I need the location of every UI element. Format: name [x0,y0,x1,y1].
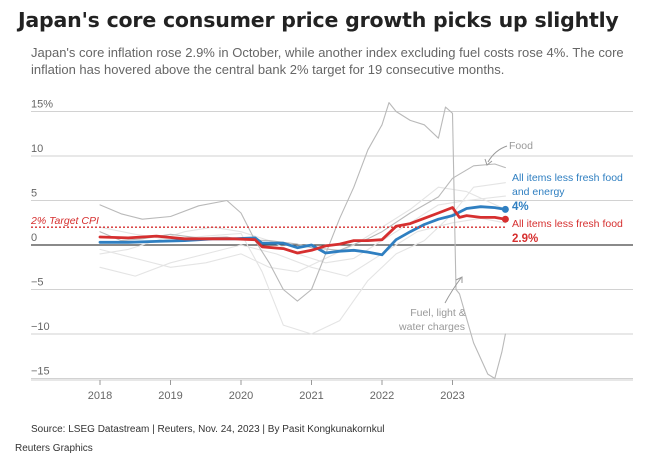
series-line [99,217,506,277]
y-tick-label: −5 [31,277,44,289]
core-ex-energy-label: and energy [512,186,565,198]
fuel-arrow [444,277,462,304]
chart-title: Japan's core consumer price growth picks… [18,8,619,32]
series-line [99,102,506,380]
fuel-label: Fuel, light & [410,307,465,319]
x-tick-label: 2018 [88,390,112,402]
series-line [99,163,506,251]
series-line [99,186,506,273]
series-end-dot [501,205,509,213]
x-tick-label: 2021 [299,390,323,402]
series-end-dot [501,215,509,223]
series-line [98,205,507,257]
y-tick-label: −10 [31,321,50,333]
x-tick-label: 2019 [158,390,182,402]
fuel-label: water charges [398,321,465,333]
core-ex-energy-label: All items less fresh food [512,172,623,184]
credit-note: Reuters Graphics [15,443,93,454]
chart-subtitle: Japan's core inflation rose 2.9% in Octo… [31,45,624,77]
grid-lines [31,111,633,385]
series-lines [31,102,509,380]
food-arrow [487,145,508,163]
y-tick-label: 10 [31,143,43,155]
x-tick-label: 2023 [440,390,464,402]
target-label: 2% Target CPI [30,215,99,227]
y-tick-label: 15% [31,99,53,111]
core-ex-energy-value: 4% [512,201,529,213]
core-label: All items less fresh food [512,218,623,230]
food-arrowhead [484,158,493,166]
x-tick-label: 2022 [370,390,394,402]
y-tick-label: 0 [31,232,37,244]
food-label: Food [509,140,533,152]
x-tick-label: 2020 [229,390,253,402]
core-value: 2.9% [512,233,538,245]
y-tick-label: 5 [31,188,37,200]
series-line [98,206,507,255]
source-note: Source: LSEG Datastream | Reuters, Nov. … [31,424,385,435]
fuel-arrowhead [455,276,463,283]
y-tick-label: −15 [31,366,50,378]
chart-labels: 15% 10 5 0 −5 −10 −15 2018 2019 2020 2021 2022 2023 2… [30,99,623,403]
